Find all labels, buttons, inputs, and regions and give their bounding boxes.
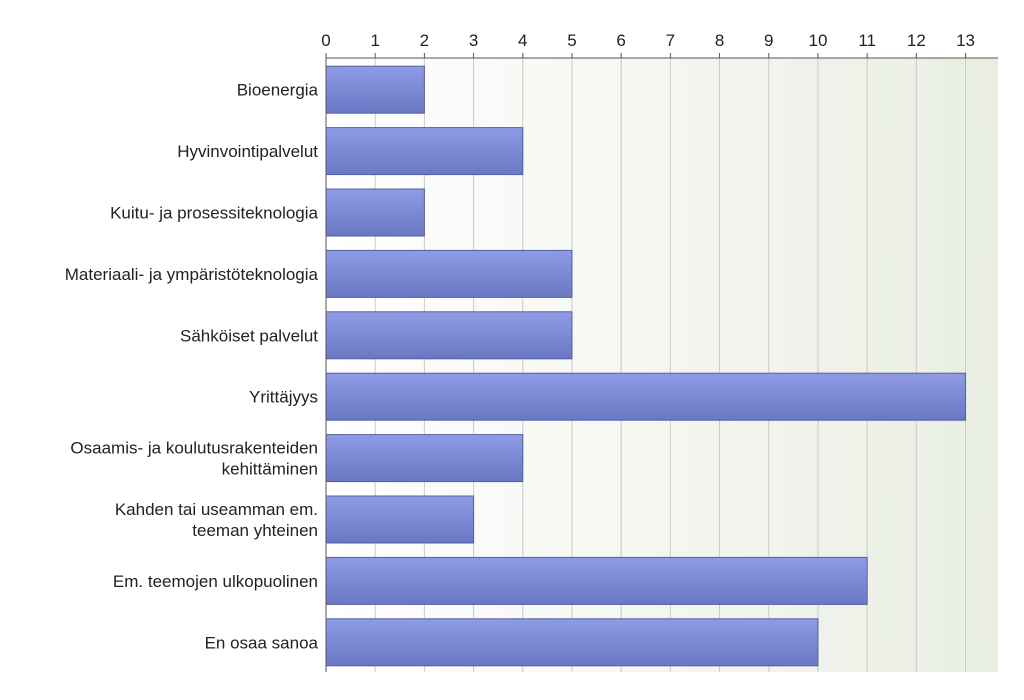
tick-label: 6: [616, 31, 625, 50]
tick-label: 9: [764, 31, 773, 50]
bar: [325, 65, 425, 114]
tick-label: 5: [567, 31, 576, 50]
bar: [325, 434, 524, 483]
tick-label: 2: [420, 31, 429, 50]
tick-label: 10: [808, 31, 827, 50]
x-axis-ticks: 0 1 2 3 4 5 6 7 8 9 10 11 12 13: [321, 31, 975, 58]
bar: [325, 127, 524, 176]
tick-label: 0: [321, 31, 330, 50]
tick-label: 4: [518, 31, 527, 50]
category-label: Osaamis- ja koulutusrakenteiden kehittämi…: [70, 439, 318, 479]
tick-label: 13: [956, 31, 975, 50]
category-label: Yrittäjyys: [249, 388, 318, 407]
bars: [325, 65, 967, 667]
bar: [325, 311, 573, 360]
category-label: Bioenergia: [237, 81, 319, 100]
category-label: En osaa sanoa: [205, 633, 319, 652]
tick-label: 12: [907, 31, 926, 50]
category-label: Kahden tai useamman em. teeman yhteinen: [115, 500, 318, 540]
tick-label: 8: [715, 31, 724, 50]
tick-label: 3: [469, 31, 478, 50]
tick-label: 1: [370, 31, 379, 50]
bar: [325, 372, 967, 421]
category-label: Sähköiset palvelut: [180, 326, 318, 345]
tick-label: 7: [666, 31, 675, 50]
tick-label: 11: [858, 31, 876, 50]
category-label: Em. teemojen ulkopuolinen: [113, 572, 318, 591]
category-label: Kuitu- ja prosessiteknologia: [110, 204, 318, 223]
category-label: Materiaali- ja ympäristöteknologia: [65, 265, 319, 284]
bar: [325, 495, 475, 544]
bar: [325, 249, 573, 298]
category-label: Hyvinvointipalvelut: [177, 142, 318, 161]
bar: [325, 556, 868, 605]
bar: [325, 188, 425, 237]
bar: [325, 618, 819, 667]
category-labels: Bioenergia Hyvinvointipalvelut Kuitu- ja p…: [65, 81, 319, 653]
